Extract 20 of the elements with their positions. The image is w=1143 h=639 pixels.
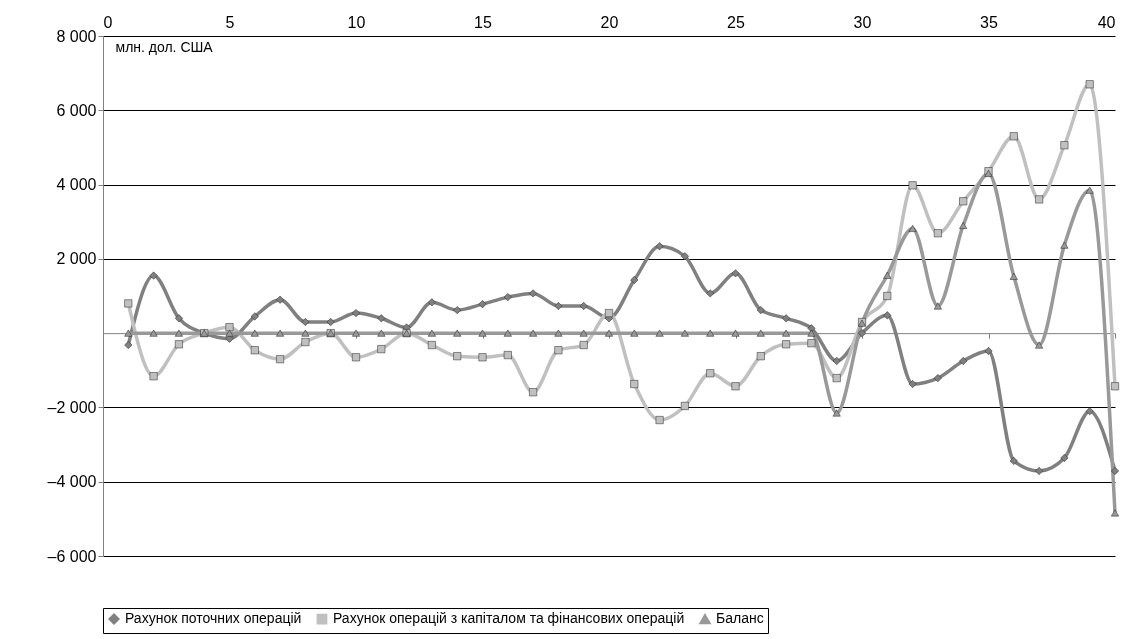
y-tick-label: 2 000 <box>56 250 97 268</box>
y-tick-label: 8 000 <box>56 27 97 45</box>
x-tick-label: 10 <box>347 13 366 31</box>
y-tick-label: 6 000 <box>56 101 97 119</box>
x-tick-label: 30 <box>853 13 872 31</box>
x-tick-label: 0 <box>103 13 113 31</box>
x-tick-label: 15 <box>474 13 492 31</box>
x-tick-label: 20 <box>600 13 619 31</box>
x-tick-label: 25 <box>727 13 745 31</box>
y-axis-title: млн. дол. США <box>115 38 214 55</box>
x-tick-label: 35 <box>980 13 998 31</box>
legend-label: Баланс <box>716 610 764 627</box>
y-tick-label: –6 000 <box>47 547 97 565</box>
legend-label: Рахунок поточних операцій <box>125 610 302 627</box>
legend-label: Рахунок операцій з капіталом та фінансових операцій <box>333 610 685 627</box>
x-tick-label: 40 <box>1097 13 1116 31</box>
y-tick-label: –2 000 <box>47 398 97 416</box>
y-tick-label: 4 000 <box>56 176 97 194</box>
x-tick-label: 5 <box>225 13 235 31</box>
y-tick-label: –4 000 <box>47 473 97 491</box>
